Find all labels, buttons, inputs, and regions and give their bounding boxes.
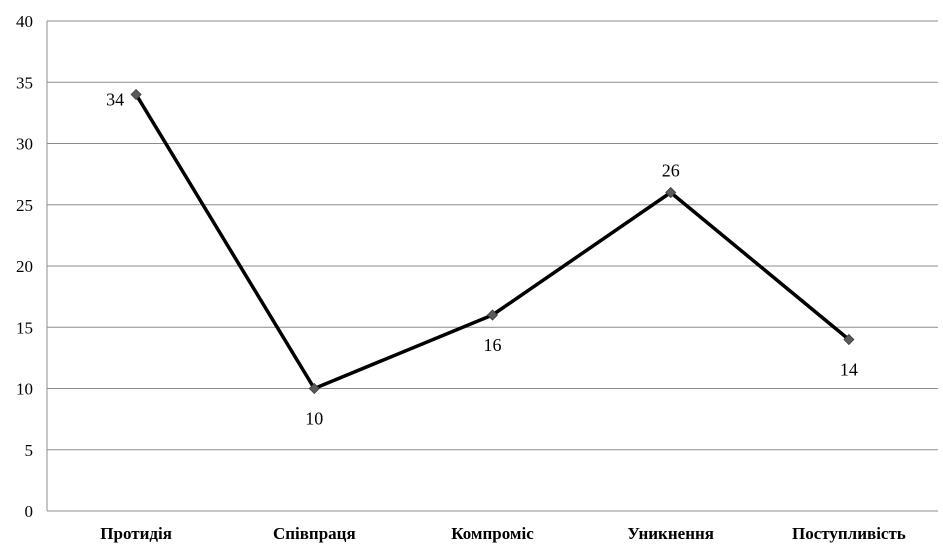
x-category-label: Компроміс bbox=[451, 524, 534, 543]
data-label: 10 bbox=[305, 409, 323, 429]
y-tick-label: 5 bbox=[25, 441, 34, 460]
data-label: 16 bbox=[484, 335, 502, 355]
y-tick-label: 40 bbox=[16, 12, 33, 31]
y-tick-label: 25 bbox=[16, 196, 33, 215]
x-category-label: Поступливість bbox=[792, 524, 906, 543]
y-tick-label: 20 bbox=[16, 257, 33, 276]
x-category-label: Уникнення bbox=[627, 524, 714, 543]
data-point-marker bbox=[308, 382, 320, 395]
y-tick-label: 30 bbox=[16, 135, 33, 154]
data-point-marker bbox=[665, 186, 677, 199]
y-tick-label: 35 bbox=[16, 73, 33, 92]
data-label: 26 bbox=[662, 161, 680, 181]
series-line-group bbox=[130, 88, 855, 395]
x-category-label: Протидія bbox=[100, 524, 172, 543]
y-axis-ticks: 0 5 10 15 20 25 30 35 40 bbox=[16, 12, 33, 521]
data-label: 14 bbox=[840, 360, 858, 380]
x-category-label: Співпраця bbox=[273, 524, 356, 543]
x-axis-categories: Протидія Співпраця Компроміс Уникнення Посту… bbox=[100, 524, 906, 543]
data-point-marker bbox=[130, 88, 142, 101]
data-point-marker bbox=[486, 309, 499, 321]
data-labels: 34 10 16 26 14 bbox=[106, 90, 858, 429]
y-tick-label: 0 bbox=[25, 502, 34, 521]
y-tick-label: 15 bbox=[16, 318, 33, 337]
y-tick-label: 10 bbox=[16, 380, 33, 399]
gridlines bbox=[46, 20, 938, 512]
data-label: 34 bbox=[106, 90, 124, 110]
data-point-marker bbox=[843, 333, 855, 346]
